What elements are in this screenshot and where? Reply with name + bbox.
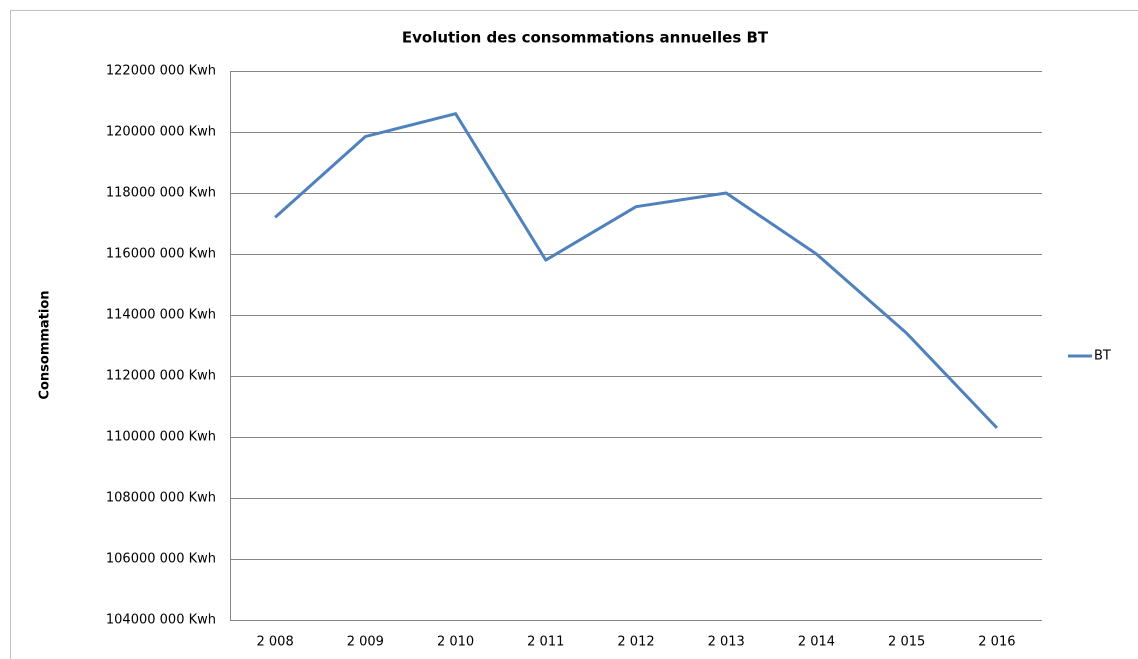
y-tick-label: 122000 000 Kwh [106, 64, 216, 79]
x-tick-label: 2 008 [257, 635, 294, 650]
x-tick-label: 2 013 [708, 635, 745, 650]
x-tick-label: 2 016 [978, 635, 1015, 650]
y-tick-label: 104000 000 Kwh [106, 613, 216, 628]
y-axis-title: Consommation [38, 290, 53, 399]
y-tick-label: 116000 000 Kwh [106, 247, 216, 262]
y-tick-label: 120000 000 Kwh [106, 125, 216, 140]
y-tick-label: 106000 000 Kwh [106, 552, 216, 567]
x-tick-label: 2 009 [347, 635, 384, 650]
y-tick-label: 108000 000 Kwh [106, 491, 216, 506]
line-series [274, 112, 998, 429]
x-tick-label: 2 015 [888, 635, 925, 650]
chart-border [10, 10, 1138, 659]
y-tick-label: 110000 000 Kwh [106, 430, 216, 445]
x-tick-label: 2 012 [617, 635, 654, 650]
y-tick-label: 114000 000 Kwh [106, 308, 216, 323]
x-tick-label: 2 014 [798, 635, 835, 650]
legend-label: BT [1094, 349, 1111, 364]
x-tick-label: 2 010 [437, 635, 474, 650]
x-tick-label: 2 011 [527, 635, 564, 650]
y-tick-label: 112000 000 Kwh [106, 369, 216, 384]
y-tick-label: 118000 000 Kwh [106, 186, 216, 201]
chart-title: Evolution des consommations annuelles BT [402, 29, 769, 47]
